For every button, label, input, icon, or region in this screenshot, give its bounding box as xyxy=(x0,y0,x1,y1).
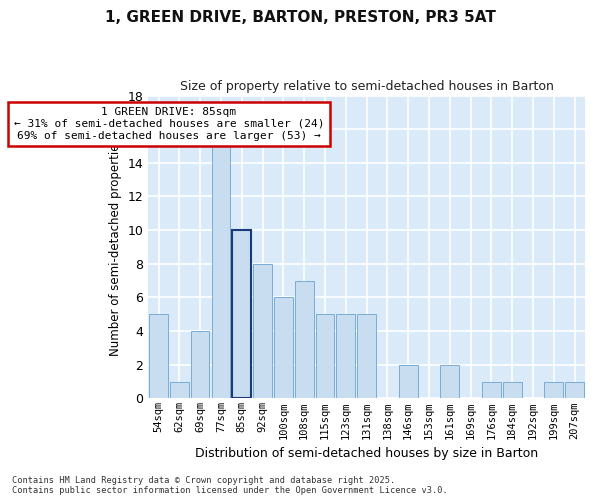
Y-axis label: Number of semi-detached properties: Number of semi-detached properties xyxy=(109,138,122,356)
Bar xyxy=(316,314,334,398)
X-axis label: Distribution of semi-detached houses by size in Barton: Distribution of semi-detached houses by … xyxy=(195,447,538,460)
Bar xyxy=(503,382,521,398)
Bar xyxy=(399,364,418,398)
Bar xyxy=(212,146,230,399)
Title: Size of property relative to semi-detached houses in Barton: Size of property relative to semi-detach… xyxy=(179,80,553,93)
Text: 1 GREEN DRIVE: 85sqm
← 31% of semi-detached houses are smaller (24)
69% of semi-: 1 GREEN DRIVE: 85sqm ← 31% of semi-detac… xyxy=(14,108,324,140)
Bar xyxy=(149,314,168,398)
Bar xyxy=(295,280,314,398)
Bar xyxy=(191,331,209,398)
Bar xyxy=(232,230,251,398)
Bar xyxy=(274,298,293,398)
Bar xyxy=(565,382,584,398)
Bar xyxy=(253,264,272,398)
Text: 1, GREEN DRIVE, BARTON, PRESTON, PR3 5AT: 1, GREEN DRIVE, BARTON, PRESTON, PR3 5AT xyxy=(104,10,496,25)
Bar xyxy=(482,382,501,398)
Bar xyxy=(544,382,563,398)
Bar xyxy=(337,314,355,398)
Bar xyxy=(440,364,459,398)
Text: Contains HM Land Registry data © Crown copyright and database right 2025.
Contai: Contains HM Land Registry data © Crown c… xyxy=(12,476,448,495)
Bar xyxy=(170,382,188,398)
Bar xyxy=(357,314,376,398)
